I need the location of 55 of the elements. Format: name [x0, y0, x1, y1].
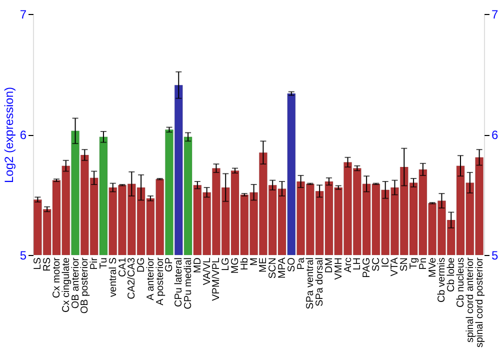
y2-tick-label: 6: [492, 128, 498, 142]
x-tick-label: LG: [220, 257, 232, 271]
y2-tick-label: 5: [492, 248, 498, 262]
y-tick-label: 6: [20, 128, 27, 142]
x-tick-label: DG: [136, 257, 148, 272]
x-tick-label: VMH: [333, 258, 344, 280]
x-tick-label: spinal cord anterior: [464, 256, 476, 343]
x-tick-label: Pir: [89, 256, 100, 270]
x-tick-label: ME: [258, 257, 270, 272]
x-tick-label: OB posterior: [80, 256, 91, 314]
x-tick-label: VPM/VPL: [211, 257, 222, 301]
x-tick-label: PAG: [362, 257, 373, 278]
x-tick-label: Arc: [342, 258, 354, 272]
x-tick-label: Tg: [408, 258, 420, 270]
x-tick-label: ventral S: [108, 257, 119, 297]
x-tick-label: MVe: [427, 257, 438, 278]
x-tick-label: VA/VL: [202, 257, 213, 286]
x-tick-label: GP: [164, 257, 176, 272]
x-tick-label: CA1: [117, 257, 128, 277]
x-tick-label: Cb vermis: [436, 258, 448, 303]
x-tick-label: spinal cord posterior: [474, 256, 486, 348]
x-tick-label: SC: [370, 258, 382, 272]
x-tick-label: SPa dorsal: [314, 258, 326, 306]
x-tick-label: RS: [42, 257, 54, 272]
y-tick-label: 7: [20, 8, 27, 22]
x-tick-label: Cx cingulate: [60, 257, 72, 313]
x-tick-label: IC: [380, 258, 392, 268]
x-tick-label: Cb nucleus: [456, 258, 467, 308]
x-tick-label: VTA: [390, 257, 401, 276]
x-tick-label: SO: [286, 257, 298, 272]
x-tick-label: OB anterior: [70, 256, 82, 309]
x-tick-label: Pn: [418, 258, 429, 270]
x-tick-label: SN: [399, 258, 410, 272]
x-tick-label: CPu lateral: [174, 258, 185, 307]
x-tick-label: Cb lobe: [446, 257, 458, 292]
x-tick-label: DM: [324, 258, 335, 274]
x-tick-label: CA2/CA3: [126, 257, 138, 300]
x-tick-label: A posterior: [154, 256, 166, 306]
x-tick-label: A anterior: [145, 256, 156, 300]
x-tick-label: M: [248, 258, 260, 266]
x-tick-label: CPu medial: [183, 258, 194, 310]
x-tick-label: Tu: [98, 258, 110, 269]
x-tick-label: SPa ventral: [305, 258, 316, 310]
x-tick-label: LH: [352, 258, 364, 270]
x-tick-label: Cx motor: [51, 256, 62, 298]
y-axis-title: Log2 (expression): [2, 86, 16, 184]
x-tick-label: Pa: [296, 257, 307, 270]
x-tick-label: MG: [230, 257, 242, 274]
x-tick-label: SCN: [268, 258, 279, 279]
y-tick-label: 5: [20, 248, 27, 262]
x-tick-label: MD: [192, 258, 204, 274]
y2-tick-label: 7: [492, 8, 498, 22]
x-tick-label: MPA: [276, 257, 288, 278]
x-tick-label: LS: [32, 257, 44, 270]
x-tick-label: Hb: [239, 257, 250, 270]
